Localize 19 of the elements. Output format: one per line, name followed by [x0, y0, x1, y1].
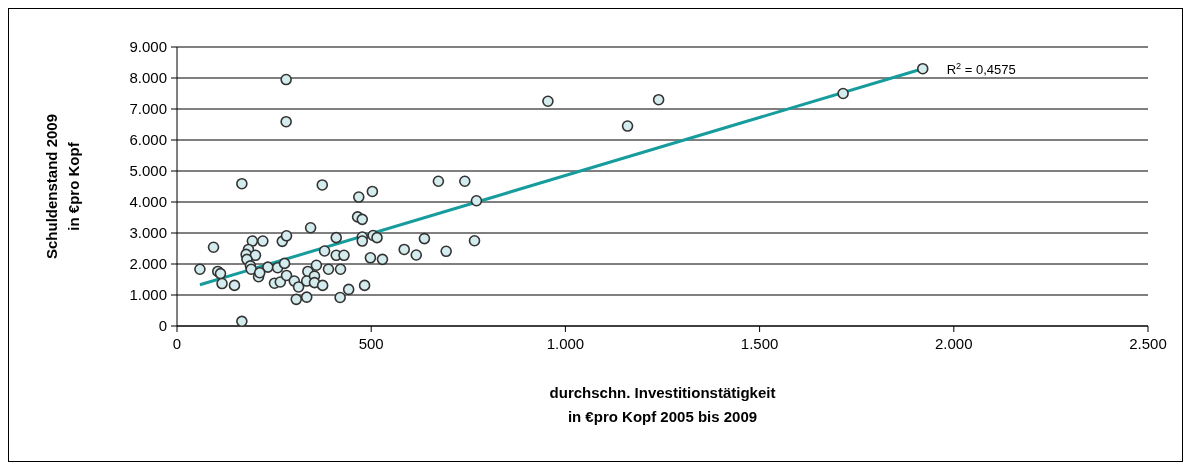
x-tick-label: 0	[172, 334, 182, 352]
annotation: R$^{2}$ = 0,4575	[946, 60, 1016, 77]
x-tick-label: 2.500	[1129, 334, 1167, 352]
x-tick-label: 1.000	[546, 334, 585, 352]
y-tick-label: 1.000	[129, 286, 167, 304]
x-tick-label: 500	[358, 334, 384, 352]
y-tick-label: 5.000	[129, 162, 167, 180]
y-tick-label: 7.000	[129, 100, 167, 118]
y-tick-label: 2.000	[129, 255, 167, 273]
y-tick-label: 9.000	[129, 38, 167, 56]
x-tick-label: 2.000	[935, 334, 973, 352]
y-tick-label: 6.000	[129, 131, 167, 149]
y-axis-title: Schuldenstand 2009 in €pro Kopf	[43, 113, 82, 260]
y-tick-label: 0	[158, 317, 167, 335]
y-tick-label: 4.000	[129, 193, 167, 211]
y-tick-label: 8.000	[129, 69, 167, 87]
x-tick-label: 1.500	[740, 334, 779, 352]
x-axis-title: durchschn. Investitionstätigkeit in €pro Kopf 2005 bis 2009	[549, 384, 776, 425]
y-tick-label: 3.000	[129, 224, 167, 242]
